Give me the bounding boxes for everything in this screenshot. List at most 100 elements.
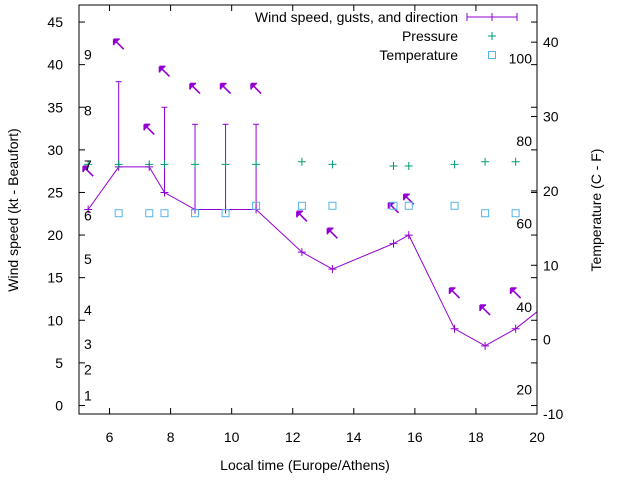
- y-tick-label: 0: [55, 397, 63, 413]
- wind-speed-point: [481, 341, 490, 350]
- fahrenheit-tick-label: 80: [516, 133, 532, 149]
- legend-sample-temperature: [488, 51, 496, 59]
- x-tick-label: 12: [285, 429, 301, 445]
- x-tick-label: 20: [529, 429, 545, 445]
- temperature-point: [297, 201, 306, 210]
- wind-direction-arrowhead: [251, 83, 258, 90]
- beaufort-tick-label: 3: [84, 336, 92, 352]
- beaufort-tick-label: 6: [84, 207, 92, 223]
- pressure-point: [450, 160, 459, 169]
- beaufort-tick-label: 2: [84, 362, 92, 378]
- legend-label-pressure: Pressure: [402, 28, 458, 44]
- x-tick-label: 6: [106, 429, 114, 445]
- pressure-point: [511, 157, 520, 166]
- temperature-point: [160, 209, 169, 218]
- y2-tick-label: 10: [543, 257, 559, 273]
- wind-speed-point: [328, 265, 337, 274]
- plot-marks: [82, 38, 538, 350]
- legend-label-temperature: Temperature: [379, 47, 458, 63]
- temperature-point: [221, 209, 230, 218]
- y-tick-label: 30: [47, 142, 63, 158]
- temperature-point: [481, 209, 490, 218]
- pressure-point: [221, 160, 230, 169]
- wind-direction-arrowhead: [220, 83, 227, 90]
- wind-speed-line: [87, 166, 538, 347]
- pressure-point: [389, 162, 398, 171]
- wind-speed-point: [404, 231, 413, 240]
- temperature-point: [114, 209, 123, 218]
- temperature-point: [191, 209, 200, 218]
- y-axis-label: Wind speed (kt - Beaufort): [5, 128, 21, 291]
- pressure-point: [114, 160, 123, 169]
- wind-speed-point: [511, 324, 520, 333]
- pressure-point: [191, 160, 200, 169]
- wind-direction-arrowhead: [480, 305, 487, 312]
- pressure-point: [252, 160, 261, 169]
- pressure-point: [481, 157, 490, 166]
- wind-direction-arrowhead: [190, 83, 197, 90]
- wind-direction-arrowhead: [327, 228, 334, 235]
- temperature-point: [328, 201, 337, 210]
- temperature-point: [252, 201, 261, 210]
- x-tick-label: 16: [407, 429, 423, 445]
- y2-tick-label: 30: [543, 109, 559, 125]
- fahrenheit-tick-label: 100: [509, 51, 533, 67]
- temperature-point: [450, 201, 459, 210]
- beaufort-tick-label: 8: [84, 103, 92, 119]
- y2-axis-label: Temperature (C - F): [588, 149, 604, 272]
- wind-speed-point: [450, 324, 459, 333]
- legend-label-wind: Wind speed, gusts, and direction: [255, 9, 458, 25]
- fahrenheit-tick-label: 40: [516, 299, 532, 315]
- legend-sample-pressure: [488, 32, 496, 40]
- y-tick-label: 10: [47, 312, 63, 328]
- wind-direction-arrowhead: [296, 211, 303, 218]
- beaufort-tick-label: 7: [84, 157, 92, 173]
- wind-speed-point: [84, 205, 93, 214]
- y-tick-label: 35: [47, 99, 63, 115]
- x-axis-label: Local time (Europe/Athens): [220, 457, 390, 473]
- wind-direction-arrowhead: [144, 124, 151, 131]
- x-tick-label: 18: [468, 429, 484, 445]
- pressure-point: [404, 162, 413, 171]
- temperature-point: [389, 201, 398, 210]
- wind-direction-arrowhead: [113, 39, 120, 46]
- pressure-point: [297, 157, 306, 166]
- plot-frame: [78, 4, 538, 415]
- y2-tick-label: 20: [543, 183, 559, 199]
- temperature-point: [511, 209, 520, 218]
- x-tick-label: 10: [224, 429, 240, 445]
- pressure-point: [84, 160, 93, 169]
- x-tick-label: 14: [346, 429, 362, 445]
- y-tick-label: 25: [47, 184, 63, 200]
- y2-tick-label: 40: [543, 34, 559, 50]
- y-tick-label: 15: [47, 270, 63, 286]
- wind-direction-arrowhead: [159, 66, 166, 73]
- pressure-point: [328, 160, 337, 169]
- beaufort-tick-label: 5: [84, 251, 92, 267]
- temperature-point: [145, 209, 154, 218]
- fahrenheit-tick-label: 20: [516, 381, 532, 397]
- wind-direction-arrowhead: [449, 288, 456, 295]
- y-tick-label: 5: [55, 355, 63, 371]
- y2-tick-label: -10: [543, 406, 563, 422]
- y-tick-label: 45: [47, 14, 63, 30]
- y-tick-label: 20: [47, 227, 63, 243]
- wind-speed-point: [297, 248, 306, 257]
- temperature-point: [404, 201, 413, 210]
- beaufort-tick-label: 9: [84, 46, 92, 62]
- beaufort-tick-label: 4: [84, 302, 92, 318]
- wind-direction-arrowhead: [510, 288, 517, 295]
- pressure-point: [160, 160, 169, 169]
- wind-direction-arrowhead: [403, 194, 410, 201]
- fahrenheit-tick-label: 60: [516, 216, 532, 232]
- x-tick-label: 8: [167, 429, 175, 445]
- y-tick-label: 40: [47, 57, 63, 73]
- pressure-point: [145, 160, 154, 169]
- wind-speed-point: [389, 239, 398, 248]
- legend: Wind speed, gusts, and direction Pressur…: [255, 9, 518, 63]
- beaufort-tick-label: 1: [84, 387, 92, 403]
- legend-sample-wind-marker: [488, 13, 496, 21]
- y2-tick-label: 0: [543, 332, 551, 348]
